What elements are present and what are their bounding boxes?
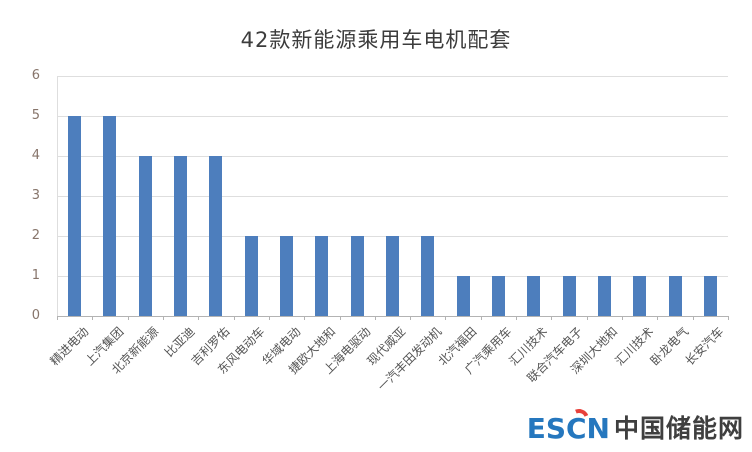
x-axis-tick	[480, 316, 482, 320]
x-axis-tick	[162, 316, 164, 320]
x-axis-tick	[657, 316, 659, 320]
x-axis-tick	[374, 316, 376, 320]
bar	[68, 116, 82, 316]
y-tick-label: 4	[31, 148, 40, 163]
x-axis-tick	[339, 316, 341, 320]
y-tick-label: 2	[31, 228, 40, 243]
bar	[138, 156, 152, 316]
x-axis-tick	[622, 316, 624, 320]
x-axis-tick	[92, 316, 94, 320]
x-axis-line	[57, 315, 728, 317]
bar	[386, 236, 399, 316]
bar	[491, 276, 505, 316]
bar	[597, 276, 611, 316]
x-axis-tick	[516, 316, 518, 320]
gridline	[57, 195, 728, 197]
x-axis-tick	[551, 316, 553, 320]
gridline	[57, 75, 728, 77]
bar	[280, 236, 294, 316]
gridline	[57, 115, 728, 117]
bar	[350, 236, 364, 316]
x-category-label: 汇川技术	[612, 324, 657, 369]
gridline	[57, 155, 728, 157]
x-axis-tick	[57, 316, 58, 320]
bar	[103, 116, 117, 316]
escn-logo-text: ESCN	[526, 412, 610, 445]
x-axis-tick	[586, 316, 588, 320]
x-axis-tick	[445, 316, 447, 320]
y-tick-label: 6	[31, 68, 40, 83]
x-category-label: 精进电动	[47, 324, 91, 369]
chart-title: 42款新能源乘用车电机配套	[240, 28, 512, 52]
x-axis-tick	[304, 316, 306, 320]
y-tick-label: 3	[31, 188, 40, 203]
site-name-text: 中国储能网	[613, 414, 744, 443]
x-axis-tick	[233, 316, 235, 320]
bar	[562, 276, 576, 316]
x-axis-tick	[198, 316, 200, 320]
y-axis-line	[57, 76, 58, 316]
bar	[527, 276, 541, 316]
x-axis-tick	[268, 316, 270, 320]
bar	[174, 156, 188, 316]
bar	[456, 276, 470, 316]
y-tick-label: 5	[31, 108, 40, 123]
x-category-label: 卧龙电气	[647, 324, 692, 369]
bar	[668, 276, 682, 316]
x-axis-tick	[728, 316, 729, 320]
bar	[703, 276, 717, 316]
bar	[633, 276, 647, 316]
escn-logo: ESCN	[526, 405, 610, 445]
bar	[209, 156, 223, 316]
y-tick-label: 0	[31, 308, 40, 323]
bar	[421, 236, 435, 316]
escn-watermark: ESCN 中国储能网	[526, 405, 744, 445]
x-axis-tick	[127, 316, 129, 320]
x-category-label: 长安汽车	[682, 324, 727, 369]
x-axis-tick	[410, 316, 412, 320]
bar	[244, 236, 258, 316]
y-tick-label: 1	[31, 268, 40, 283]
bar	[315, 236, 329, 316]
x-axis-tick	[692, 316, 694, 320]
